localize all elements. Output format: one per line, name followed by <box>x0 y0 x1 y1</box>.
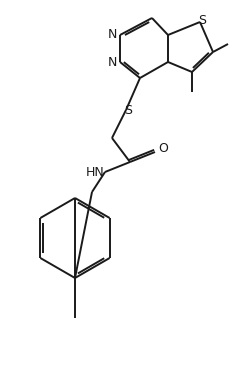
Text: N: N <box>107 29 117 42</box>
Text: N: N <box>107 55 117 68</box>
Text: S: S <box>124 105 132 118</box>
Text: HN: HN <box>86 166 104 179</box>
Text: O: O <box>158 142 168 155</box>
Text: S: S <box>198 15 206 28</box>
